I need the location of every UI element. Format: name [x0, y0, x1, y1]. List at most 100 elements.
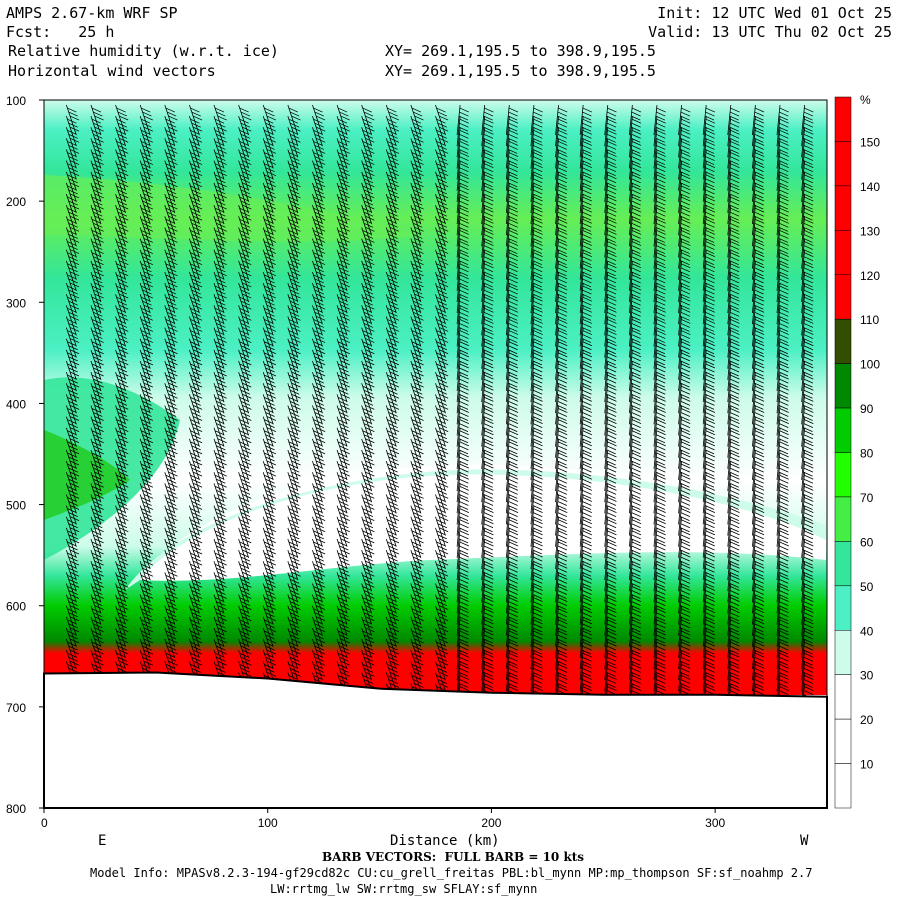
wind-barb	[410, 438, 424, 469]
wind-barb	[456, 283, 469, 314]
wind-barb	[530, 438, 543, 469]
wind-barb	[579, 338, 593, 369]
wind-barb	[653, 449, 666, 480]
wind-barb	[361, 405, 375, 436]
wind-barb	[139, 549, 154, 581]
wind-barb	[262, 627, 277, 659]
wind-barb	[435, 505, 449, 536]
wind-barb	[678, 294, 691, 325]
wind-barb	[312, 416, 326, 447]
wind-barb	[505, 627, 519, 659]
wind-barb	[139, 338, 154, 369]
wind-barb	[385, 616, 400, 647]
wind-barb	[385, 605, 400, 636]
wind-barb	[727, 405, 740, 436]
wind-barb	[435, 216, 449, 247]
wind-barb	[727, 627, 740, 659]
wind-barb	[752, 550, 765, 581]
rh-upper-green-band	[44, 175, 420, 242]
wind-barb	[139, 193, 154, 225]
wind-barb	[801, 216, 814, 247]
wind-barb	[628, 171, 642, 202]
wind-barb	[456, 427, 469, 458]
wind-barb	[287, 494, 301, 525]
wind-barb	[752, 249, 765, 280]
wind-barb	[702, 249, 716, 280]
wind-barb	[530, 149, 543, 180]
wind-barb	[604, 494, 617, 525]
wind-barb	[287, 383, 301, 414]
wind-barb	[702, 216, 716, 247]
wind-barb	[776, 527, 789, 558]
wind-barb	[336, 583, 350, 614]
wind-barb	[385, 416, 400, 447]
wind-barb	[189, 427, 203, 458]
wind-barb	[628, 527, 642, 558]
wind-barb	[505, 327, 519, 358]
wind-barb	[752, 650, 765, 681]
wind-barb	[410, 527, 424, 558]
wind-barb	[653, 416, 666, 447]
wind-barb	[164, 572, 178, 603]
wind-barb	[287, 505, 301, 536]
wind-barb	[653, 160, 666, 191]
wind-barb	[139, 505, 154, 536]
wind-barb	[189, 583, 203, 614]
wind-barb	[65, 638, 80, 670]
wind-barb	[164, 227, 178, 258]
wind-barb	[456, 572, 469, 603]
wind-barb	[653, 271, 666, 302]
wind-barb	[727, 238, 740, 269]
wind-barb	[604, 305, 617, 336]
wind-barb	[115, 260, 129, 291]
wind-barb	[653, 182, 666, 213]
wind-barb	[628, 405, 642, 436]
wind-barb	[262, 583, 277, 614]
wind-barb	[115, 383, 129, 414]
wind-barb	[579, 627, 593, 659]
wind-barb	[385, 460, 400, 492]
wind-barb	[678, 171, 691, 202]
wind-barb	[678, 594, 691, 625]
wind-barb	[213, 472, 227, 503]
wind-barb	[213, 338, 227, 369]
wind-barb	[555, 650, 568, 681]
wind-barb	[435, 249, 449, 280]
wind-barb	[410, 127, 424, 158]
wind-barb	[727, 416, 740, 447]
wind-barb	[801, 494, 814, 525]
wind-barb	[653, 305, 666, 336]
wind-barb	[336, 616, 350, 647]
wind-barb	[410, 605, 424, 636]
wind-barb	[456, 416, 469, 447]
wind-barb	[65, 271, 80, 303]
wind-barb	[776, 550, 789, 581]
wind-barb	[530, 216, 543, 247]
wind-barb	[262, 227, 277, 258]
wind-barb	[238, 193, 252, 225]
wind-barb	[776, 449, 789, 480]
wind-barb	[727, 572, 740, 603]
wind-barb	[579, 182, 593, 213]
wind-barb	[481, 572, 494, 603]
wind-barb	[530, 316, 543, 347]
wind-barb	[410, 238, 424, 269]
wind-barb	[555, 283, 568, 314]
wind-barb	[139, 638, 154, 670]
y-tick-label: 200	[6, 195, 26, 209]
wind-barb	[435, 449, 449, 481]
wind-barb	[410, 405, 424, 436]
wind-barb	[628, 338, 642, 369]
wind-barb	[164, 594, 178, 625]
wind-barb	[213, 527, 227, 558]
wind-barb	[115, 472, 129, 503]
wind-barb	[579, 416, 593, 447]
wind-barb	[702, 605, 716, 636]
wind-barb	[530, 472, 543, 503]
wind-barb	[752, 227, 765, 258]
wind-barb	[312, 449, 326, 481]
wind-barb	[336, 282, 350, 314]
wind-barb	[238, 449, 252, 481]
wind-barb	[505, 372, 519, 403]
wind-barb	[456, 461, 469, 492]
